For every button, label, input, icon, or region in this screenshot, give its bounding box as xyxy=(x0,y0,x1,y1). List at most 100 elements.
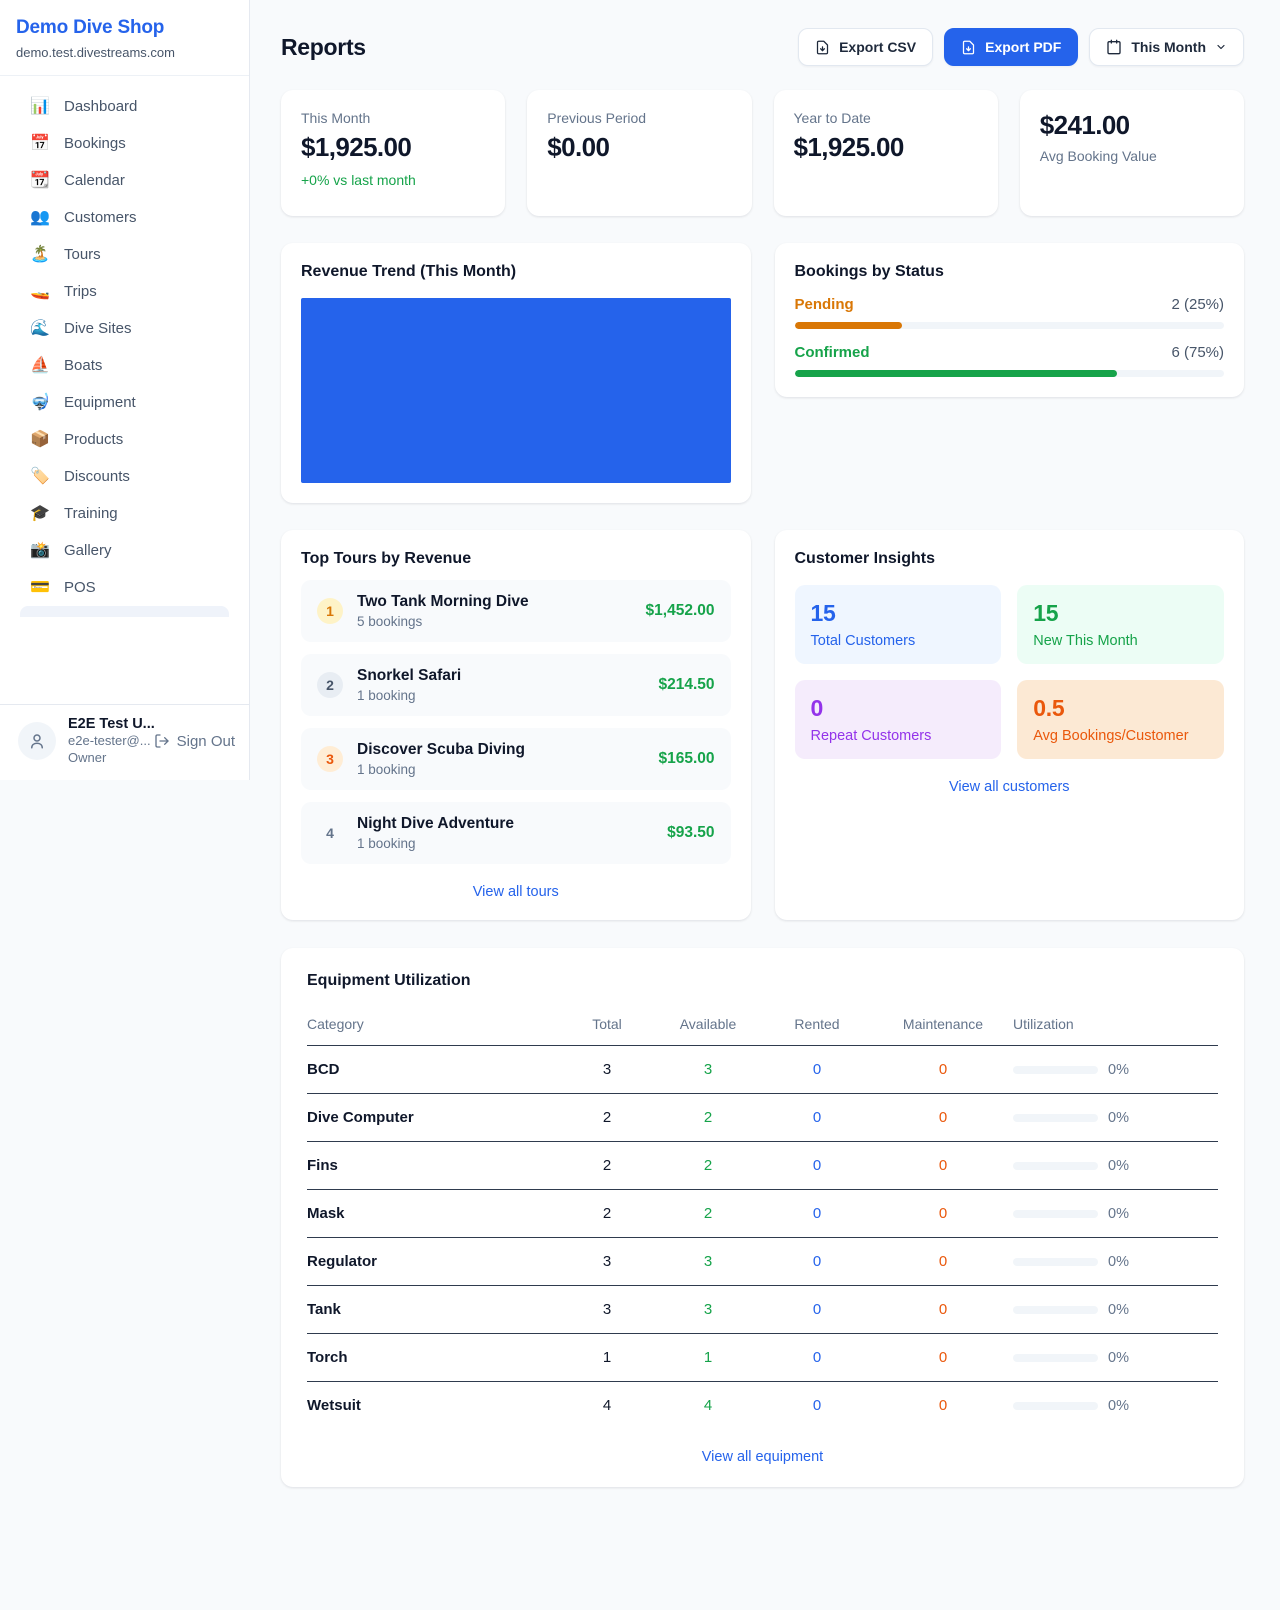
sidebar-item-equipment[interactable]: 🤿 Equipment xyxy=(10,384,239,421)
category-cell: Mask xyxy=(307,1189,559,1238)
tile-avg-bookings-customer: 0.5 Avg Bookings/Customer xyxy=(1017,680,1224,759)
utilization-bar xyxy=(1013,1113,1098,1122)
utilization-bar xyxy=(1013,1209,1098,1218)
column-header-category: Category xyxy=(307,1006,559,1046)
sailboat-icon: ⛵ xyxy=(30,356,50,374)
main-content: Reports Export CSV Export PDF This Month… xyxy=(250,0,1280,1527)
total-cell: 2 xyxy=(559,1141,655,1190)
list-item: 3 Discover Scuba Diving 1 booking $165.0… xyxy=(301,728,731,790)
export-csv-button[interactable]: Export CSV xyxy=(798,28,934,66)
wave-icon: 🌊 xyxy=(30,319,50,337)
stat-card-year-to-date: Year to Date $1,925.00 xyxy=(773,90,998,216)
available-cell: 2 xyxy=(655,1141,761,1190)
utilization-cell: 0% xyxy=(1013,1045,1218,1094)
calendar-icon xyxy=(1107,39,1122,55)
tile-value: 0 xyxy=(810,695,824,721)
sidebar-item-customers[interactable]: 👥 Customers xyxy=(10,199,239,236)
utilization-percent: 0% xyxy=(1108,1109,1129,1126)
page-title: Reports xyxy=(281,33,366,60)
utilization-cell: 0% xyxy=(1013,1333,1218,1382)
stat-value: $241.00 xyxy=(1039,110,1130,140)
calendar-date-icon: 📅 xyxy=(30,134,50,152)
export-pdf-button[interactable]: Export PDF xyxy=(944,28,1079,66)
utilization-cell: 0% xyxy=(1013,1237,1218,1286)
user-panel: E2E Test U... e2e-tester@... Owner Sign … xyxy=(0,703,249,780)
status-label: Pending xyxy=(794,296,854,313)
bar-chart-icon: 📊 xyxy=(30,97,50,115)
sidebar-item-gallery[interactable]: 📸 Gallery xyxy=(10,532,239,569)
rank-badge: 3 xyxy=(317,746,343,772)
status-count: 6 (75%) xyxy=(1171,344,1224,361)
sidebar-item-training[interactable]: 🎓 Training xyxy=(10,495,239,532)
stat-card-this-month: This Month $1,925.00 +0% vs last month xyxy=(281,90,506,216)
sidebar-item-reports-partial[interactable] xyxy=(20,606,229,617)
user-email: e2e-tester@... xyxy=(68,732,151,748)
tile-label: Total Customers xyxy=(810,633,916,649)
sidebar-item-label: Discounts xyxy=(64,468,130,485)
rented-cell: 0 xyxy=(761,1093,873,1142)
sidebar-item-tours[interactable]: 🏝️ Tours xyxy=(10,236,239,273)
utilization-bar xyxy=(1013,1305,1098,1314)
sidebar-item-boats[interactable]: ⛵ Boats xyxy=(10,347,239,384)
sidebar-item-pos[interactable]: 💳 POS xyxy=(10,569,239,606)
people-icon: 👥 xyxy=(30,208,50,226)
sidebar-item-discounts[interactable]: 🏷️ Discounts xyxy=(10,458,239,495)
status-row-confirmed: Confirmed 6 (75%) xyxy=(794,344,1224,377)
sidebar-item-calendar[interactable]: 📆 Calendar xyxy=(10,162,239,199)
total-cell: 2 xyxy=(559,1093,655,1142)
revenue-trend-title: Revenue Trend (This Month) xyxy=(301,263,517,280)
category-cell: Fins xyxy=(307,1141,559,1190)
utilization-cell: 0% xyxy=(1013,1382,1218,1430)
maintenance-cell: 0 xyxy=(873,1045,1013,1094)
user-role: Owner xyxy=(68,750,107,766)
shop-name: Demo Dive Shop xyxy=(16,17,165,38)
view-all-equipment-link[interactable]: View all equipment xyxy=(701,1449,824,1465)
available-cell: 1 xyxy=(655,1333,761,1382)
logout-icon xyxy=(154,734,169,749)
table-row: Mask 2 2 0 0 0% xyxy=(307,1189,1218,1238)
column-header-total: Total xyxy=(559,1006,655,1046)
utilization-bar xyxy=(1013,1353,1098,1362)
utilization-percent: 0% xyxy=(1108,1061,1129,1078)
rented-cell: 0 xyxy=(761,1189,873,1238)
rented-cell: 0 xyxy=(761,1285,873,1334)
table-row: Regulator 3 3 0 0 0% xyxy=(307,1237,1218,1286)
sidebar-item-label: Boats xyxy=(64,357,103,374)
utilization-bar xyxy=(1013,1401,1098,1410)
stat-label: This Month xyxy=(301,110,371,126)
tile-new-this-month: 15 New This Month xyxy=(1017,585,1224,664)
tile-value: 0.5 xyxy=(1033,695,1065,721)
sidebar-item-label: Tours xyxy=(64,246,101,263)
sidebar-item-dive-sites[interactable]: 🌊 Dive Sites xyxy=(10,310,239,347)
user-info: E2E Test U... e2e-tester@... Owner xyxy=(68,716,155,767)
utilization-percent: 0% xyxy=(1108,1253,1129,1270)
period-label: This Month xyxy=(1131,39,1206,55)
rented-cell: 0 xyxy=(812,1397,822,1414)
sidebar-item-products[interactable]: 📦 Products xyxy=(10,421,239,458)
progress-track xyxy=(794,322,1224,329)
header-actions: Export CSV Export PDF This Month xyxy=(798,28,1244,66)
view-all-customers-link[interactable]: View all customers xyxy=(948,779,1070,795)
sidebar-item-dashboard[interactable]: 📊 Dashboard xyxy=(10,88,239,125)
progress-fill-pending xyxy=(794,322,902,329)
available-cell: 3 xyxy=(655,1237,761,1286)
sidebar-item-trips[interactable]: 🚤 Trips xyxy=(10,273,239,310)
stat-label: Previous Period xyxy=(547,110,647,126)
tile-label: New This Month xyxy=(1033,633,1138,649)
category-cell: Wetsuit xyxy=(307,1397,361,1414)
category-cell: Tank xyxy=(307,1285,559,1334)
progress-fill-confirmed xyxy=(794,370,1117,377)
calendar-icon: 📆 xyxy=(30,171,50,189)
rented-cell: 0 xyxy=(761,1237,873,1286)
sidebar-item-label: POS xyxy=(64,579,96,596)
diving-mask-icon: 🤿 xyxy=(30,393,50,411)
view-all-tours-link[interactable]: View all tours xyxy=(472,884,559,900)
tour-name: Snorkel Safari xyxy=(357,667,462,684)
sidebar-item-bookings[interactable]: 📅 Bookings xyxy=(10,125,239,162)
sign-out-button[interactable]: Sign Out xyxy=(154,733,235,750)
tour-revenue: $1,452.00 xyxy=(645,602,715,619)
list-item: 4 Night Dive Adventure 1 booking $93.50 xyxy=(301,802,731,864)
period-select[interactable]: This Month xyxy=(1089,28,1244,66)
status-row-pending: Pending 2 (25%) xyxy=(794,296,1224,329)
stat-value: $1,925.00 xyxy=(793,132,905,162)
